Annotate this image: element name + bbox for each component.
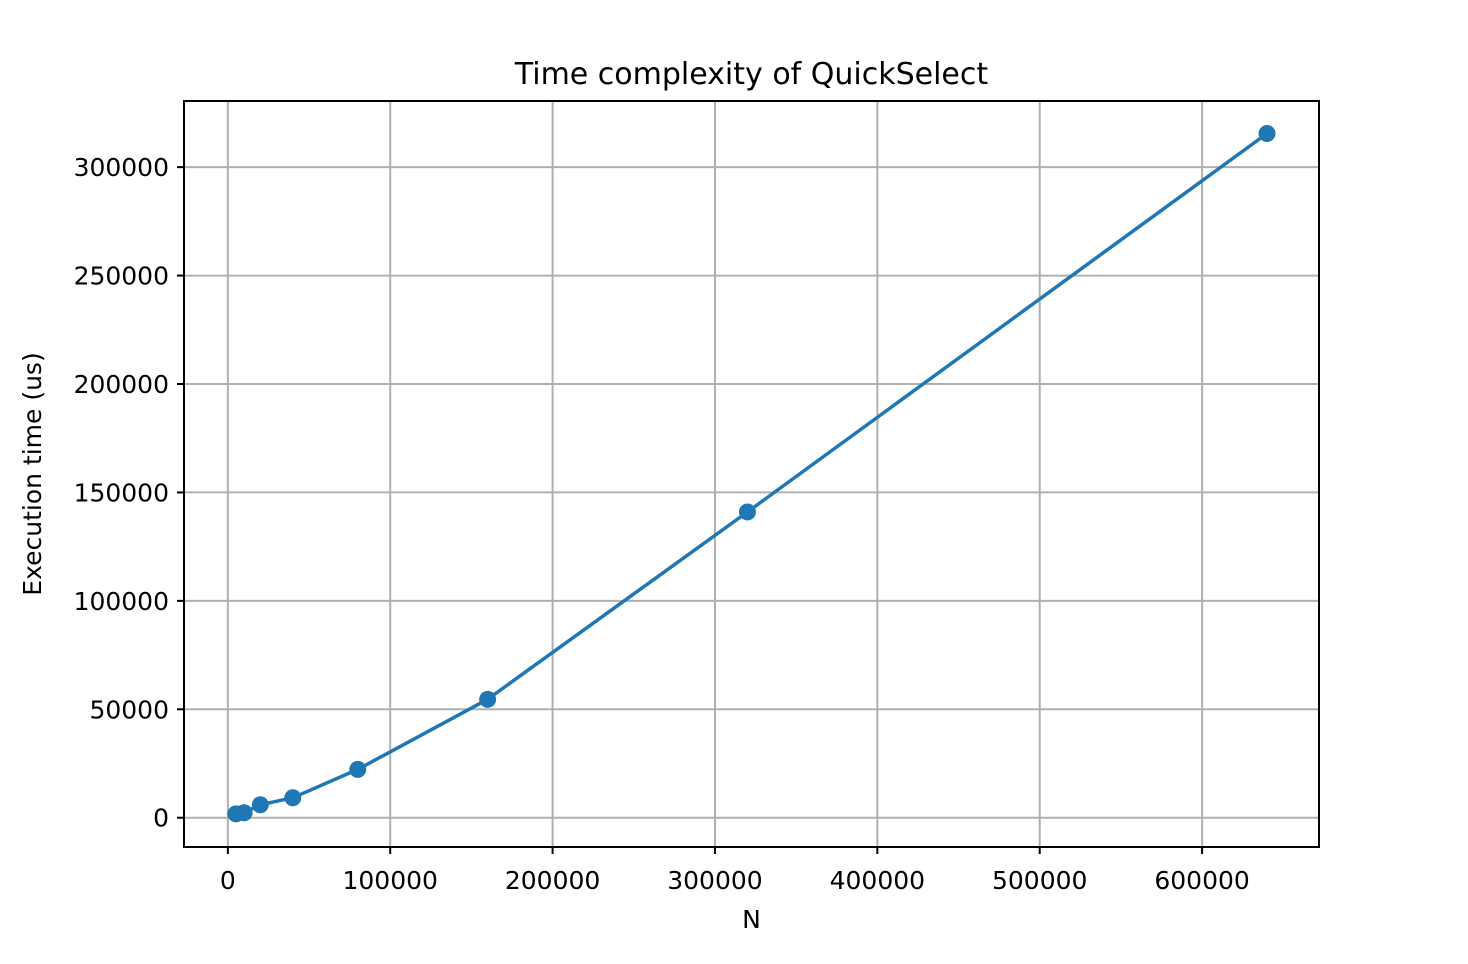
data-point — [251, 796, 269, 814]
x-tick-label: 0 — [220, 866, 236, 895]
chart-title: Time complexity of QuickSelect — [514, 57, 989, 92]
data-point — [738, 503, 756, 521]
y-tick-label: 300000 — [74, 153, 169, 182]
data-point — [235, 804, 253, 822]
y-tick-label: 150000 — [74, 478, 169, 507]
x-tick-label: 100000 — [342, 866, 437, 895]
series — [227, 125, 1276, 823]
data-point — [284, 789, 302, 807]
data-point — [349, 760, 367, 778]
y-tick-label: 100000 — [74, 587, 169, 616]
x-tick-label: 200000 — [505, 866, 600, 895]
y-tick-label: 200000 — [74, 370, 169, 399]
y-tick-label: 0 — [153, 804, 169, 833]
grid — [184, 101, 1319, 847]
x-tick-label: 300000 — [667, 866, 762, 895]
y-axis-label: Execution time (us) — [18, 352, 47, 595]
x-axis-label: N — [742, 905, 761, 934]
x-tick-label: 400000 — [830, 866, 925, 895]
y-tick-label: 50000 — [89, 695, 169, 724]
y-tick-label: 250000 — [74, 262, 169, 291]
axis-ticks: 0 100000 200000 300000 400000 500000 600000 0 50… — [74, 153, 1250, 895]
data-point — [1258, 125, 1276, 143]
x-tick-label: 600000 — [1154, 866, 1249, 895]
plot-frame — [183, 100, 1320, 848]
x-tick-label: 500000 — [992, 866, 1087, 895]
data-point — [479, 690, 497, 708]
